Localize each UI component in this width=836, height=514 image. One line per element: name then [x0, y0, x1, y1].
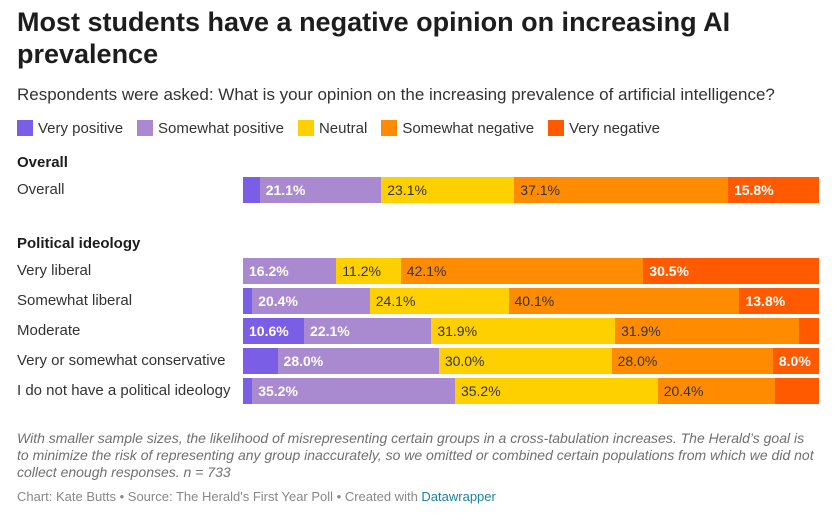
- bar-segment-very-negative: 15.8%: [727, 177, 819, 203]
- data-label: 20.4%: [258, 293, 298, 309]
- bar-segment-very-positive: [243, 177, 260, 203]
- bar-row: 10.6% 22.1% 31.9% 31.9%: [243, 318, 819, 344]
- legend-label: Somewhat negative: [402, 119, 535, 137]
- bar-segment-somewhat-negative: 28.0%: [611, 348, 773, 374]
- data-label: 37.1%: [520, 182, 560, 198]
- data-label: 30.5%: [649, 263, 689, 279]
- legend-item-somewhat-negative: Somewhat negative: [381, 120, 534, 137]
- bar-segment-neutral: 23.1%: [381, 177, 515, 203]
- data-label: 15.8%: [733, 182, 774, 198]
- bar-segment-somewhat-positive: 16.2%: [243, 258, 337, 284]
- group-title: Political ideology: [17, 235, 141, 252]
- data-label: 28.0%: [617, 353, 658, 369]
- bar-segment-very-positive: [243, 378, 253, 404]
- data-label: 35.2%: [258, 383, 298, 399]
- bar-segment-very-negative: [798, 318, 819, 344]
- bar-segment-very-negative: 8.0%: [772, 348, 819, 374]
- data-label: 16.2%: [249, 263, 289, 279]
- legend-item-very-negative: Very negative: [548, 120, 660, 137]
- row-label: Moderate: [17, 322, 81, 339]
- bar-segment-neutral: 30.0%: [438, 348, 612, 374]
- legend-label: Very positive: [38, 119, 124, 137]
- data-label: 21.1%: [265, 182, 306, 198]
- legend-item-very-positive: Very positive: [17, 120, 123, 137]
- legend-label: Neutral: [318, 119, 368, 137]
- legend-swatch: [381, 120, 398, 136]
- bar-row: 21.1% 23.1% 37.1% 15.8%: [243, 177, 819, 203]
- group-title: Overall: [17, 154, 68, 171]
- legend-label: Very negative: [569, 119, 660, 137]
- data-label: 28.0%: [283, 353, 324, 369]
- bar-segment-very-negative: 30.5%: [643, 258, 819, 284]
- bar-segment-very-negative: [775, 378, 819, 404]
- data-label: 42.1%: [406, 263, 447, 279]
- row-label: Very or somewhat conservative: [17, 352, 226, 369]
- data-label: 13.8%: [745, 293, 786, 309]
- data-label: 23.1%: [387, 182, 427, 198]
- legend-item-somewhat-positive: Somewhat positive: [137, 120, 284, 137]
- chart-title: Most students have a negative opinion on…: [17, 7, 731, 69]
- bar-segment-somewhat-negative: 42.1%: [400, 258, 644, 284]
- data-label: 10.6%: [249, 323, 289, 339]
- data-label: 20.4%: [663, 383, 704, 399]
- data-label: 31.9%: [437, 323, 478, 339]
- bar-row: 35.2% 35.2% 20.4%: [243, 378, 819, 404]
- legend-swatch: [548, 120, 565, 136]
- bar-segment-somewhat-positive: 35.2%: [252, 378, 455, 404]
- bar-row: 28.0% 30.0% 28.0% 8.0%: [243, 348, 819, 374]
- chart-footer: Chart: Kate Butts • Source: The Herald's…: [17, 489, 496, 504]
- data-label: 31.9%: [621, 323, 661, 339]
- bar-row: 20.4% 24.1% 40.1% 13.8%: [243, 288, 819, 314]
- row-label: Somewhat liberal: [17, 292, 133, 309]
- bar-segment-somewhat-positive: 21.1%: [259, 177, 382, 203]
- footer-credit: Chart: Kate Butts • Source: The Herald's…: [17, 489, 422, 504]
- bar-segment-somewhat-negative: 31.9%: [615, 318, 799, 344]
- datawrapper-link[interactable]: Datawrapper: [421, 489, 496, 504]
- bar-row: 16.2% 11.2% 42.1% 30.5%: [243, 258, 819, 284]
- data-label: 24.1%: [375, 293, 416, 309]
- bar-segment-somewhat-negative: 40.1%: [508, 288, 740, 314]
- data-label: 8.0%: [778, 353, 811, 369]
- row-label: I do not have a political ideology: [17, 382, 231, 399]
- bar-segment-somewhat-negative: 20.4%: [657, 378, 776, 404]
- data-label: 40.1%: [514, 293, 555, 309]
- row-label: Very liberal: [17, 262, 92, 279]
- bar-segment-very-positive: 10.6%: [243, 318, 305, 344]
- legend-swatch: [137, 120, 154, 136]
- bar-segment-very-positive: [243, 348, 278, 374]
- bar-segment-very-negative: 13.8%: [739, 288, 819, 314]
- data-label: 22.1%: [310, 323, 350, 339]
- bar-segment-neutral: 35.2%: [454, 378, 658, 404]
- bar-segment-neutral: 31.9%: [431, 318, 616, 344]
- data-label: 35.2%: [460, 383, 501, 399]
- row-label: Overall: [17, 181, 65, 198]
- legend-label: Somewhat positive: [158, 119, 284, 137]
- legend-item-neutral: Neutral: [297, 119, 368, 137]
- data-label: 11.2%: [342, 263, 381, 279]
- data-label: 30.0%: [444, 353, 485, 369]
- bar-segment-somewhat-positive: 28.0%: [277, 348, 439, 374]
- bar-segment-somewhat-positive: 20.4%: [252, 288, 370, 314]
- chart-note: With smaller sample sizes, the likelihoo…: [17, 430, 814, 480]
- bar-segment-somewhat-positive: 22.1%: [304, 318, 432, 344]
- legend-swatch: [297, 120, 314, 136]
- bar-segment-neutral: 24.1%: [369, 288, 509, 314]
- chart-subtitle: Respondents were asked: What is your opi…: [17, 85, 775, 104]
- bar-segment-somewhat-negative: 37.1%: [514, 177, 728, 203]
- legend-swatch: [17, 120, 33, 136]
- bar-segment-neutral: 11.2%: [336, 258, 401, 284]
- bar-segment-very-positive: [243, 288, 253, 314]
- legend: Very positive Somewhat positive Neutral Som…: [17, 118, 674, 138]
